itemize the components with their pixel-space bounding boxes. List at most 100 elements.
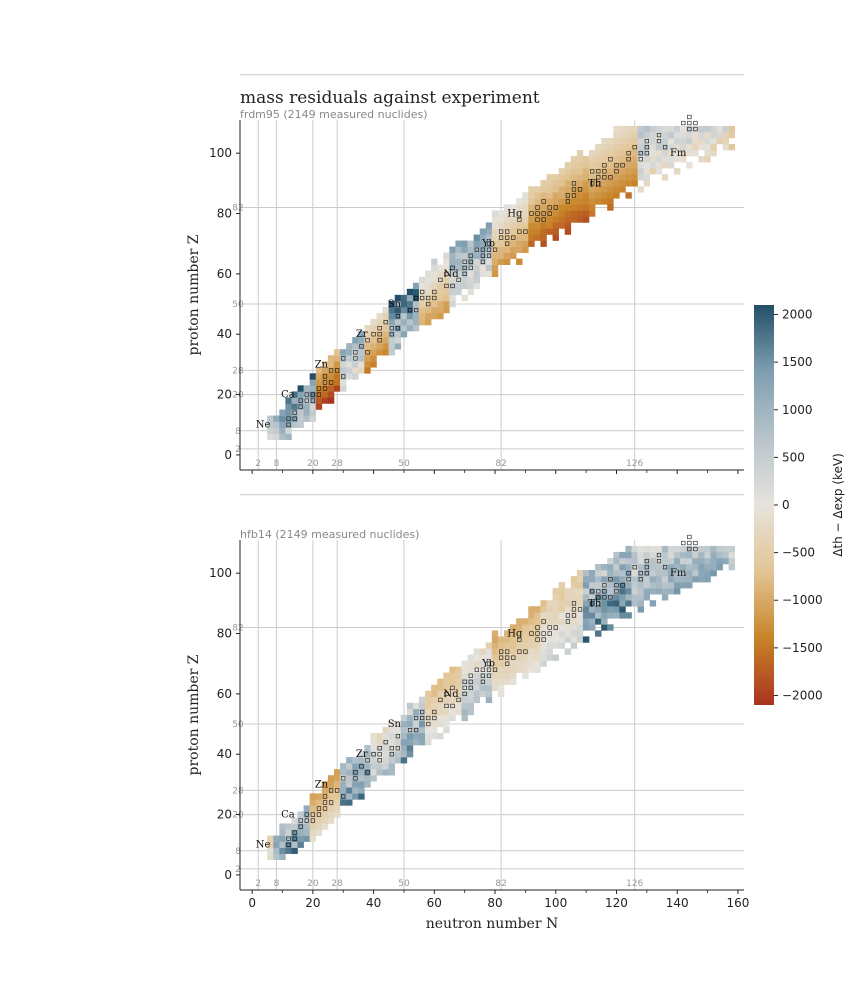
heatmap-cell (613, 143, 620, 151)
heatmap-cell (315, 379, 323, 386)
heatmap-cell (388, 337, 395, 344)
heatmap-cell (667, 156, 675, 163)
heatmap-cell (370, 769, 377, 776)
heatmap-cell (425, 702, 432, 710)
measured-nuclide-marker (286, 842, 291, 847)
heatmap-cell (522, 624, 529, 631)
heatmap-cell (613, 192, 620, 199)
measured-nuclide-marker (292, 830, 297, 835)
heatmap-cell (394, 318, 402, 326)
heatmap-cell (601, 618, 608, 625)
magic-label-n: 82 (495, 879, 506, 889)
measured-nuclide-marker (462, 259, 467, 264)
heatmap-cell (503, 642, 511, 649)
heatmap-cell (388, 738, 395, 746)
heatmap-cell (674, 156, 681, 163)
heatmap-cell (552, 186, 559, 193)
heatmap-cell (564, 606, 572, 613)
heatmap-cell (406, 306, 414, 314)
heatmap-cell (570, 612, 578, 619)
magic-label-z: 8 (235, 427, 241, 437)
heatmap-cell (625, 150, 632, 157)
measured-nuclide-marker (614, 169, 619, 174)
measured-nuclide-marker (353, 350, 358, 355)
heatmap-cell (376, 325, 383, 332)
heatmap-cell (321, 373, 329, 380)
heatmap-cell (570, 588, 578, 595)
heatmap-cell (358, 793, 365, 800)
magic-label-n: 28 (331, 459, 343, 469)
heatmap-cell (570, 180, 578, 187)
heatmap-cell (613, 125, 620, 133)
heatmap-cell (667, 150, 675, 157)
measured-nuclide-marker (480, 673, 485, 678)
heatmap-cell (692, 576, 699, 583)
measured-nuclide-marker (353, 770, 358, 775)
heatmap-cell (631, 576, 638, 583)
measured-nuclide-marker (517, 217, 522, 222)
heatmap-cell (315, 373, 323, 380)
heatmap-cell (643, 570, 651, 577)
element-label-sn: Sn (388, 299, 402, 310)
heatmap-cell (503, 258, 511, 265)
heatmap-cell (552, 624, 559, 631)
heatmap-cell (479, 660, 487, 667)
measured-nuclide-marker (420, 289, 425, 295)
heatmap-cell (674, 576, 681, 583)
heatmap-cell (619, 606, 626, 613)
heatmap-cell (601, 137, 608, 145)
heatmap-cell (467, 258, 474, 265)
heatmap-cell (595, 174, 602, 181)
heatmap-cell (449, 678, 456, 685)
heatmap-cell (564, 594, 572, 601)
heatmap-cell (558, 618, 566, 625)
heatmap-cell (607, 594, 614, 601)
heatmap-cell (649, 168, 657, 175)
heatmap-cell (570, 618, 578, 625)
heatmap-cell (631, 600, 638, 607)
heatmap-cell (637, 576, 644, 583)
heatmap-cell (285, 823, 292, 830)
heatmap-cell (534, 654, 541, 661)
measured-nuclide-marker (535, 205, 540, 210)
heatmap-cell (613, 576, 620, 583)
y-tick-label: 40 (217, 327, 232, 341)
heatmap-cell (631, 557, 638, 565)
heatmap-cell (315, 793, 323, 800)
heatmap-cell (601, 570, 608, 577)
heatmap-cell (613, 588, 620, 595)
heatmap-cell (534, 234, 541, 241)
heatmap-cell (576, 636, 584, 643)
heatmap-cell (643, 180, 651, 187)
heatmap-cell (552, 180, 559, 187)
heatmap-cell (491, 252, 499, 259)
heatmap-cell (625, 563, 632, 571)
measured-nuclide-marker (486, 661, 492, 666)
heatmap-cell (400, 312, 408, 320)
heatmap-cell (619, 168, 626, 175)
heatmap-cell (576, 150, 584, 157)
heatmap-cell (522, 246, 529, 253)
heatmap-cell (522, 648, 529, 655)
heatmap-cell (564, 600, 572, 607)
measured-nuclide-marker (547, 631, 552, 636)
heatmap-cell (534, 624, 541, 631)
measured-nuclide-marker (365, 758, 370, 763)
heatmap-cell (674, 557, 681, 565)
heatmap-cell (582, 636, 590, 643)
heatmap-cell (534, 636, 541, 643)
measured-nuclide-marker (644, 139, 649, 144)
measured-nuclide-marker (499, 229, 504, 234)
heatmap-cell (327, 787, 335, 794)
heatmap-cell (619, 563, 626, 571)
measured-nuclide-marker (456, 697, 461, 703)
heatmap-cell (510, 636, 517, 643)
heatmap-cell (406, 732, 414, 740)
x-tick-label: 0 (248, 896, 256, 910)
heatmap-cell (540, 624, 547, 631)
heatmap-cell (528, 210, 535, 217)
heatmap-cell (528, 186, 535, 193)
heatmap-cell (552, 594, 559, 601)
heatmap-cell (570, 594, 578, 601)
heatmap-cell (394, 300, 402, 308)
